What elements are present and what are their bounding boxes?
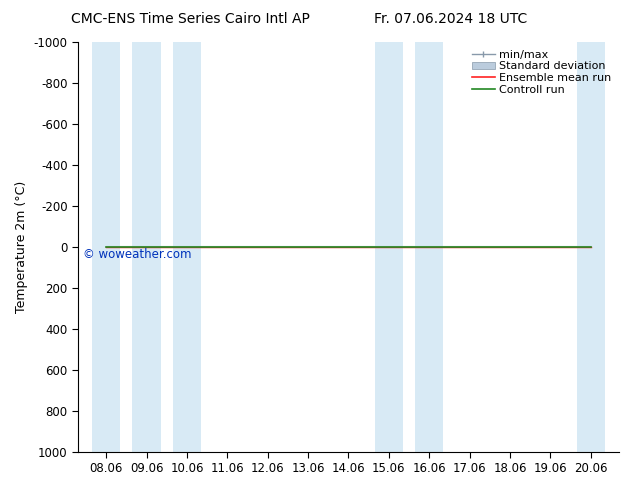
Bar <box>415 42 443 452</box>
Y-axis label: Temperature 2m (°C): Temperature 2m (°C) <box>15 181 28 313</box>
Bar <box>576 42 605 452</box>
Bar <box>173 42 201 452</box>
Bar <box>375 42 403 452</box>
Text: Fr. 07.06.2024 18 UTC: Fr. 07.06.2024 18 UTC <box>373 12 527 26</box>
Legend: min/max, Standard deviation, Ensemble mean run, Controll run: min/max, Standard deviation, Ensemble me… <box>470 48 614 97</box>
Text: CMC-ENS Time Series Cairo Intl AP: CMC-ENS Time Series Cairo Intl AP <box>71 12 309 26</box>
Bar <box>133 42 161 452</box>
Text: © woweather.com: © woweather.com <box>84 247 192 261</box>
Bar <box>92 42 120 452</box>
